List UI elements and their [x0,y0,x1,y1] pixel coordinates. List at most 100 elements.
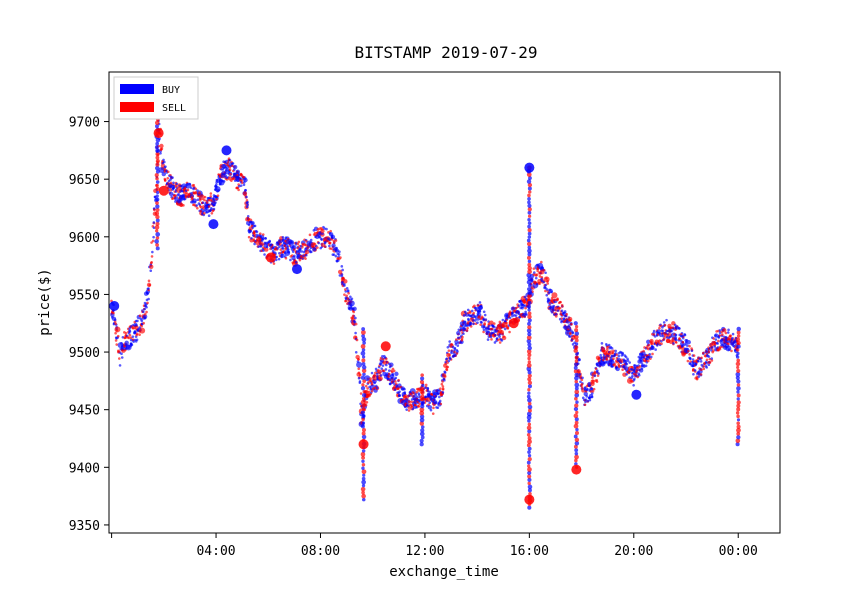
trade-point [149,264,154,269]
trade-point [345,294,348,298]
trade-point [574,359,579,363]
trade-point [259,232,262,235]
trade-point [418,402,421,406]
trade-point [355,338,359,342]
trade-point [174,196,179,201]
trade-point [651,352,654,356]
trade-point [281,247,285,250]
trade-point [419,417,425,423]
trade-point [688,362,692,365]
trade-point [470,309,474,313]
trade-point [527,314,532,320]
trade-point [527,456,532,462]
trade-point [384,363,388,367]
trade-point [450,350,453,353]
trade-point [295,261,298,264]
y-axis-label: price($) [37,268,53,335]
trade-point [293,248,296,251]
trade-point [156,190,160,195]
trade-point [668,335,672,339]
trade-point [574,458,578,463]
trade-point [243,181,246,184]
trade-point [569,319,572,322]
trade-point [175,182,179,186]
trade-point [613,362,617,366]
trade-point [534,276,538,280]
trade-point [546,282,550,285]
trade-point [527,321,531,326]
trade-point [482,328,486,332]
trade-point [710,359,714,362]
trade-point [320,237,323,241]
trade-point [343,293,346,296]
trade-point [364,384,368,388]
trade-point [736,368,741,374]
trade-point [479,304,483,308]
trade-point [550,290,553,294]
trade-point [389,362,394,367]
trade-point [526,349,532,354]
trade-point [693,359,696,363]
trade-point [323,245,327,249]
trade-point [397,378,400,382]
trade-point [532,271,536,274]
trade-point [420,373,424,377]
trade-point [445,368,449,372]
trade-point [361,427,366,432]
trade-point [155,229,159,233]
trade-point [407,409,411,412]
trade-point [578,358,581,362]
trade-point [367,390,371,394]
trade-point [526,335,532,341]
trade-point [143,307,146,311]
trade-point [570,323,573,326]
trade-point [152,226,156,230]
trade-point [725,345,732,352]
trade-point [382,358,385,361]
trade-point [361,469,367,475]
trade-point [362,379,366,384]
trade-point [361,334,366,338]
trade-point [250,236,253,240]
trade-point [527,325,532,330]
trade-point [217,189,221,192]
trade-point [316,246,319,249]
trade-point [526,172,532,177]
trade-point [138,333,141,337]
trade-point [460,337,464,341]
trade-point [117,357,121,360]
trade-point [638,365,642,368]
trade-point [527,200,531,205]
trade-point [366,387,369,390]
trade-point [527,373,532,378]
trade-point [421,394,425,398]
trade-point [328,244,331,248]
trade-point [128,330,132,333]
trade-point [527,197,531,201]
trade-point [140,319,144,323]
trade-point [527,450,531,454]
trade-point [674,333,678,337]
y-tick-label: 9650 [69,173,100,188]
trade-point [736,390,740,394]
trade-point [247,235,251,239]
trade-point [403,387,406,391]
trade-point [341,268,344,272]
trade-point [718,347,722,351]
trade-point [665,318,668,322]
trade-point [249,229,252,233]
data-points [109,114,741,510]
trade-point [354,316,357,320]
trade-point [154,239,159,244]
trade-point [439,387,442,390]
trade-point [501,332,504,336]
trade-point [361,361,366,366]
trade-point [300,250,304,253]
trade-point [735,438,741,444]
trade-point [159,151,162,155]
trade-point [360,344,366,349]
trade-point [644,364,648,368]
trade-point [482,310,486,314]
trade-point [524,162,535,173]
trade-point [323,227,326,230]
